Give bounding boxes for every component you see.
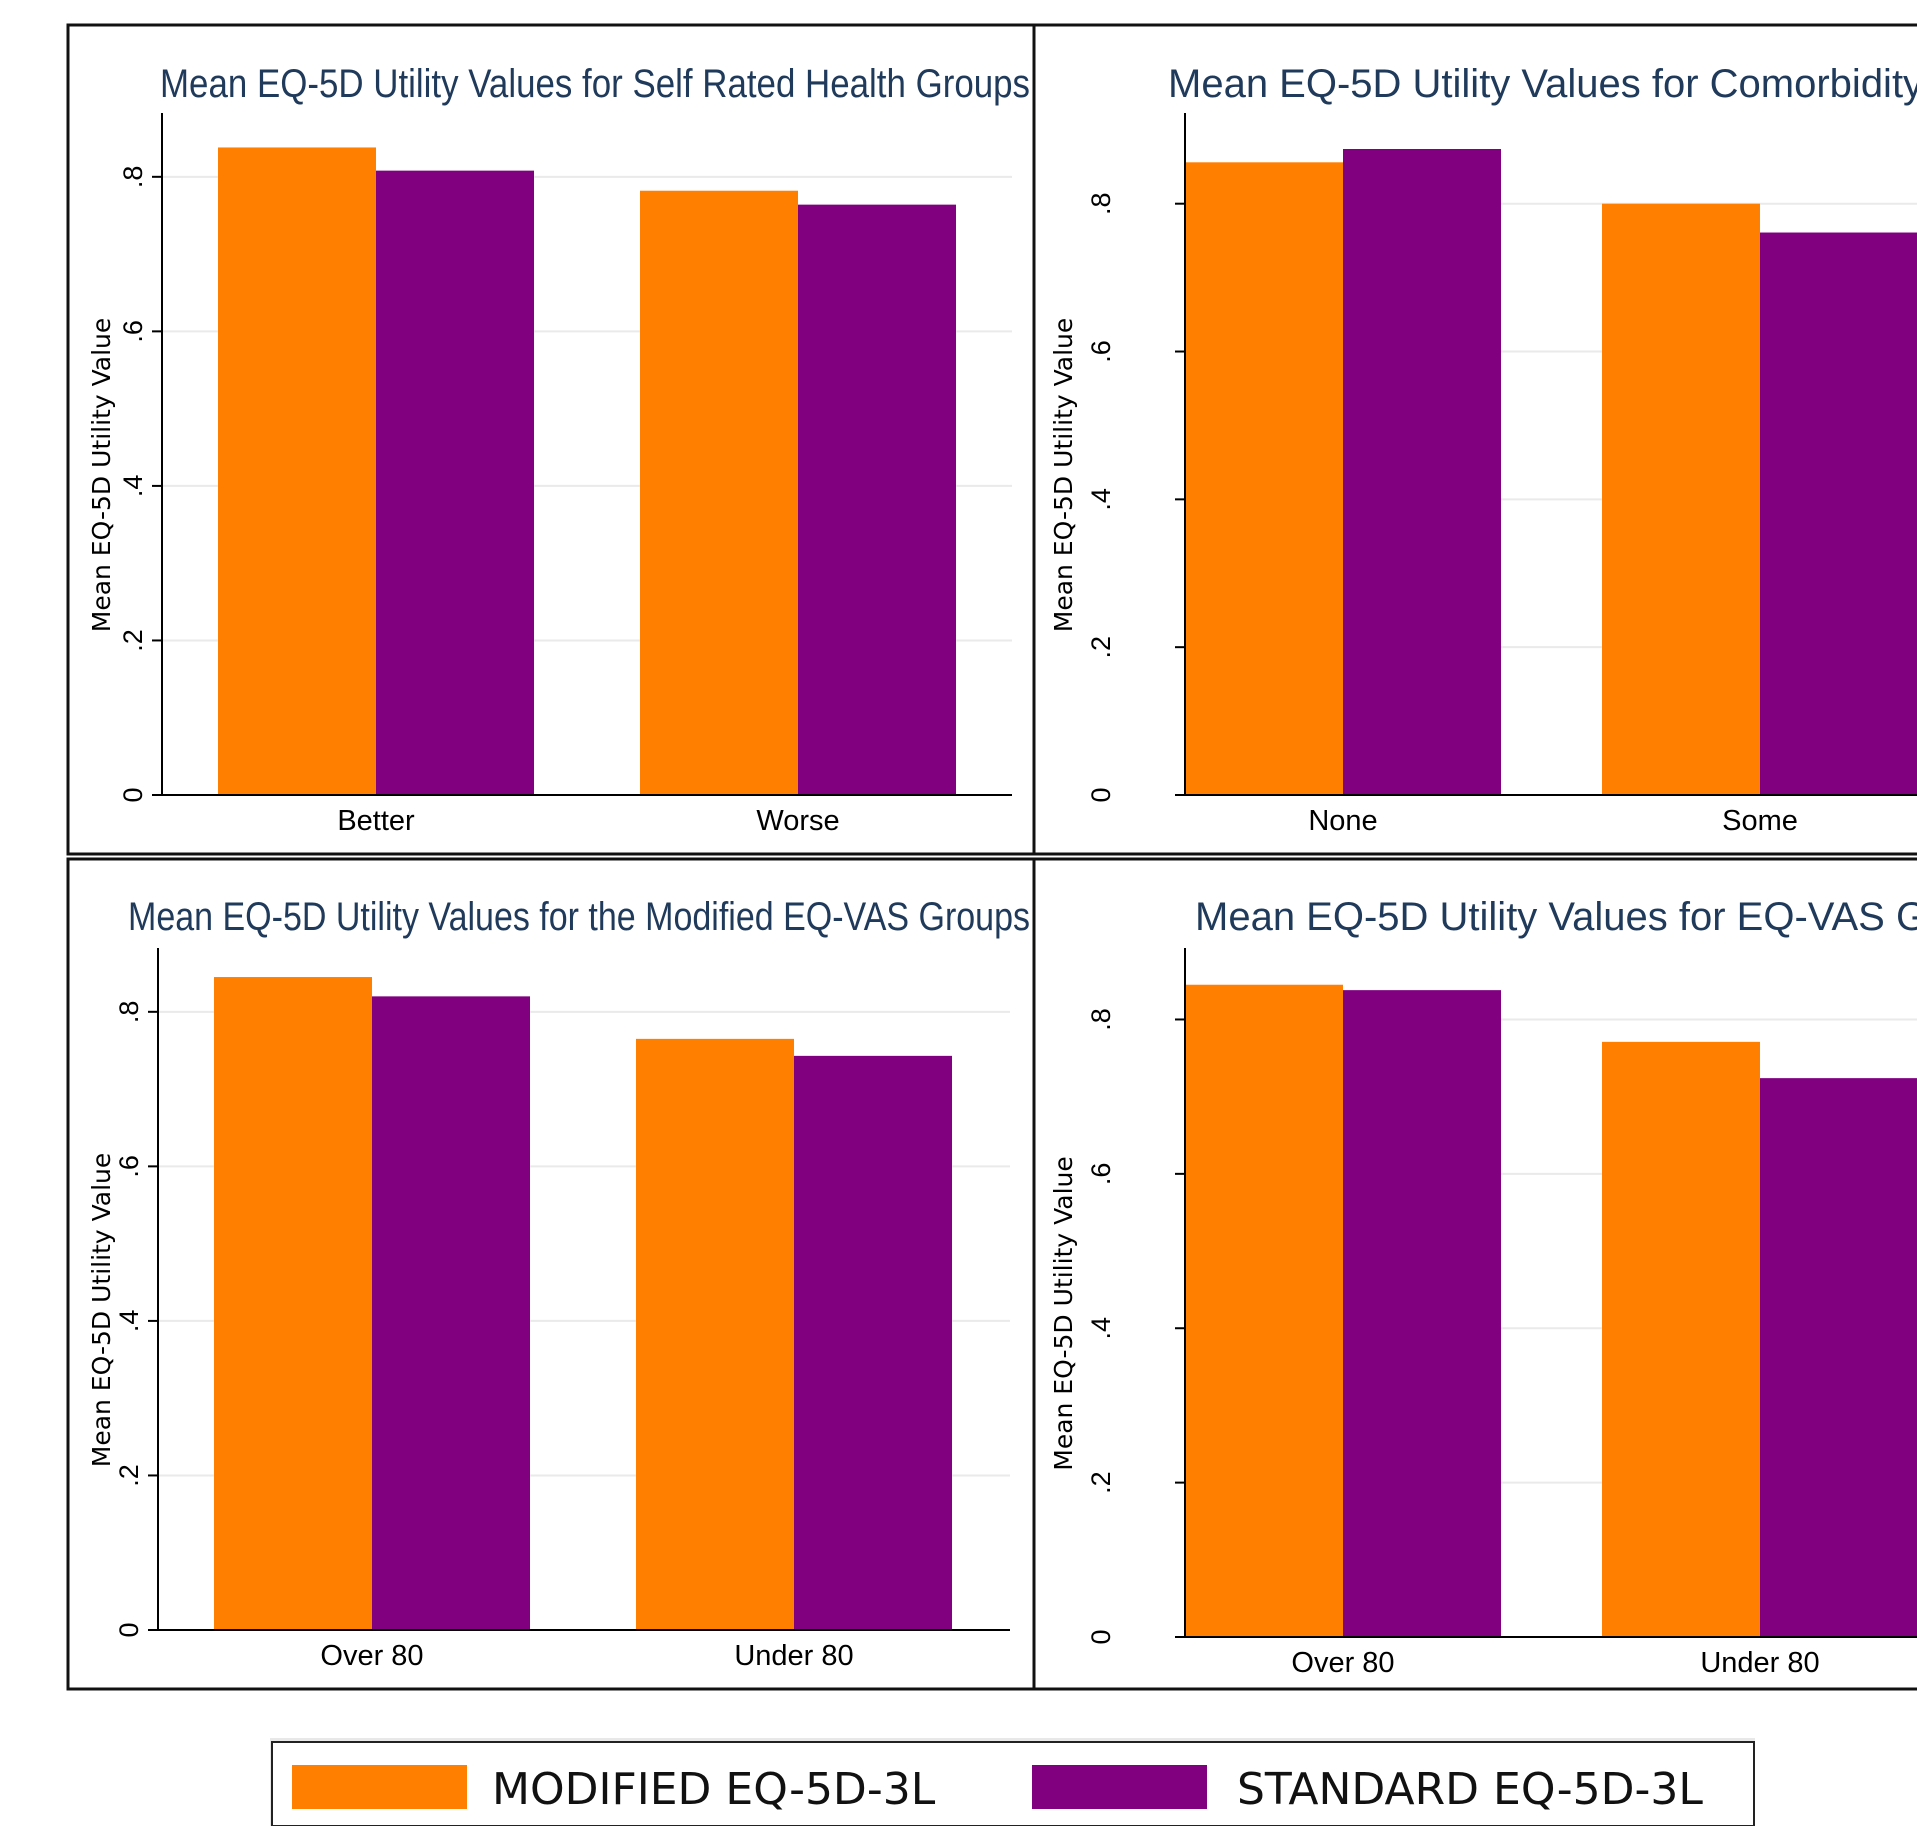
y-tick-label: .6: [1086, 340, 1116, 363]
y-axis-title: Mean EQ-5D Utility Value: [87, 318, 116, 633]
bar-modified-over-80: [1185, 984, 1343, 1637]
y-axis-title: Mean EQ-5D Utility Value: [87, 1153, 116, 1468]
bar-standard-over-80: [1343, 990, 1501, 1637]
bar-standard-under-80: [1760, 1078, 1917, 1637]
chart-panel-1: 0 .2 .4 .6 .8 Better Worse Mean EQ-5D Utility V…: [66, 23, 1036, 856]
chart-title: Mean EQ-5D Utility Values for EQ-VAS Gro…: [1195, 895, 1917, 939]
y-tick-label: .2: [1086, 636, 1116, 659]
bar-modified-over-80: [214, 977, 372, 1630]
y-tick-label: 0: [114, 1622, 144, 1637]
y-axis-title: Mean EQ-5D Utility Value: [1049, 1156, 1078, 1471]
y-tick-label: .2: [114, 1464, 144, 1487]
y-tick-label: .8: [1086, 1008, 1116, 1031]
legend-swatch-modified: [292, 1765, 467, 1809]
y-tick-label: 0: [1086, 1629, 1116, 1644]
bar-standard-under-80: [794, 1055, 952, 1630]
bar-modified-under-80: [636, 1038, 794, 1630]
category-label: None: [1308, 805, 1377, 837]
legend-label-standard: STANDARD EQ-5D-3L: [1237, 1764, 1703, 1815]
y-axis-title: Mean EQ-5D Utility Value: [1049, 318, 1078, 633]
y-tick-label: .6: [1086, 1163, 1116, 1186]
category-label: Over 80: [1291, 1647, 1394, 1679]
bar-modified-none: [1185, 162, 1343, 796]
y-tick-label: .4: [1086, 1317, 1116, 1340]
legend-label-modified: MODIFIED EQ-5D-3L: [492, 1764, 936, 1815]
bar-standard-none: [1343, 149, 1501, 795]
bar-modified-better: [218, 147, 376, 796]
chart-panels: 0 .2 .4 .6 .8 Better Worse Mean EQ-5D Utility V…: [66, 23, 1917, 1691]
y-tick-label: 0: [118, 787, 148, 802]
y-tick-label: .4: [114, 1310, 144, 1333]
chart-panel-4: 0 .2 .4 .6 .8 Over 80 Under 80 Mean EQ-5D Utili…: [1032, 857, 1917, 1691]
chart-title: Mean EQ-5D Utility Values for Comorbidit…: [1168, 62, 1917, 106]
y-tick-label: .8: [1086, 192, 1116, 215]
y-tick-label: .8: [114, 1001, 144, 1024]
category-label: Some: [1722, 805, 1798, 837]
bar-modified-worse: [640, 190, 798, 795]
category-label: Over 80: [320, 1640, 423, 1672]
category-label: Worse: [756, 805, 839, 837]
legend: MODIFIED EQ-5D-3L STANDARD EQ-5D-3L: [270, 1738, 1755, 1826]
bar-standard-over-80: [372, 996, 530, 1630]
chart-panel-2: 0 .2 .4 .6 .8 None Some Mean EQ-5D Utility Valu…: [1032, 23, 1917, 856]
y-tick-label: .2: [118, 629, 148, 652]
y-tick-label: .6: [114, 1155, 144, 1178]
chart-title: Mean EQ-5D Utility Values for the Modifi…: [128, 895, 1030, 939]
y-tick-label: 0: [1086, 787, 1116, 802]
category-label: Under 80: [1700, 1647, 1819, 1679]
legend-swatch-standard: [1032, 1765, 1207, 1809]
y-tick-label: .4: [118, 475, 148, 498]
category-label: Better: [337, 805, 415, 837]
bar-modified-some: [1602, 203, 1760, 795]
y-tick-label: .2: [1086, 1471, 1116, 1494]
chart-panel-3: 0 .2 .4 .6 .8 Over 80 Under 80 Mean EQ-5D Utili…: [66, 857, 1036, 1691]
chart-title: Mean EQ-5D Utility Values for Self Rated…: [160, 62, 1030, 106]
y-tick-label: .6: [118, 320, 148, 343]
bar-standard-better: [376, 170, 534, 796]
category-label: Under 80: [734, 1640, 853, 1672]
legend-box: [271, 1741, 1755, 1826]
bar-standard-worse: [798, 204, 956, 796]
y-tick-label: .8: [118, 166, 148, 189]
bar-modified-under-80: [1602, 1041, 1760, 1637]
bar-standard-some: [1760, 232, 1917, 796]
y-tick-label: .4: [1086, 488, 1116, 511]
